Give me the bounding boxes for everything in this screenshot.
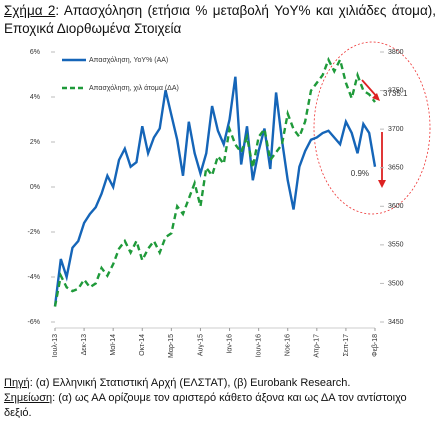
x-tick-label: Δεκ-13	[81, 334, 88, 356]
x-tick-label: Νοε-16	[285, 334, 292, 356]
source-text: : (α) Ελληνική Στατιστική Αρχή (ΕΛΣΤΑΤ),…	[29, 377, 351, 389]
y2-tick-label: 3800	[388, 49, 404, 56]
note: Σημείωση: (α) ως ΑΑ ορίζουμε τον αριστερ…	[4, 391, 436, 421]
highlight-circle	[313, 41, 431, 215]
source: Πηγή: (α) Ελληνική Στατιστική Αρχή (ΕΛΣΤ…	[4, 376, 436, 391]
legend-label: Απασχόληση, χιλ άτομα (ΔΑ)	[89, 84, 179, 92]
x-tick-label: Ιαν-16	[226, 334, 233, 354]
y2-tick-label: 3750	[388, 87, 404, 94]
x-tick-label: Φεβ-18	[372, 334, 379, 357]
y2-tick-label: 3500	[388, 280, 404, 287]
title: Σχήμα 2: Απασχόληση (ετήσια % μεταβολή Y…	[4, 2, 436, 38]
source-label: Πηγή	[4, 377, 30, 389]
x-tick-label: Μαϊ-14	[110, 334, 117, 356]
annotation: 0.9%	[351, 169, 369, 178]
chart: -6% -4% -2% 0% 2% 4% 6% 3450 3500 3550 3600 3650 370…	[28, 41, 431, 358]
y2-tick-label: 3450	[388, 319, 404, 326]
x-tick-label: Σεπ-17	[343, 334, 350, 357]
x-tick-label: Ιουν-16	[255, 334, 262, 357]
x-tick-label: Μαρ-15	[168, 334, 175, 358]
x-tick-label: Οκτ-14	[139, 334, 146, 356]
y2-tick-label: 3650	[388, 165, 404, 172]
title-text: : Απασχόληση (ετήσια % μεταβολή YoY% και…	[4, 3, 436, 36]
y-tick-label: 6%	[30, 49, 40, 56]
annotation: 3735.1	[383, 89, 408, 98]
y-tick-label: -2%	[28, 229, 40, 236]
y2-tick-label: 3550	[388, 242, 404, 249]
note-text: : (α) ως ΑΑ ορίζουμε τον αριστερό κάθετο…	[4, 392, 407, 419]
note-label: Σημείωση	[4, 392, 53, 404]
y-tick-label: -6%	[28, 319, 40, 326]
arrow-head	[372, 93, 380, 101]
y2-tick-label: 3600	[388, 203, 404, 210]
legend-label: Απασχόληση, YoY% (ΑΑ)	[89, 56, 168, 64]
series-line	[53, 56, 376, 307]
y-tick-label: 4%	[30, 94, 40, 101]
x-tick-label: Ιουλ-13	[52, 334, 59, 357]
y-tick-label: 0%	[30, 184, 40, 191]
series-line	[53, 76, 377, 307]
y-tick-label: -4%	[28, 274, 40, 281]
arrow-head	[378, 180, 386, 188]
title-label: Σχήμα 2	[4, 3, 56, 18]
y-tick-label: 2%	[30, 139, 40, 146]
x-tick-label: Αυγ-15	[197, 334, 204, 356]
y2-tick-label: 3700	[388, 126, 404, 133]
footer: Πηγή: (α) Ελληνική Στατιστική Αρχή (ΕΛΣΤ…	[4, 376, 436, 421]
x-tick-label: Απρ-17	[314, 334, 321, 358]
